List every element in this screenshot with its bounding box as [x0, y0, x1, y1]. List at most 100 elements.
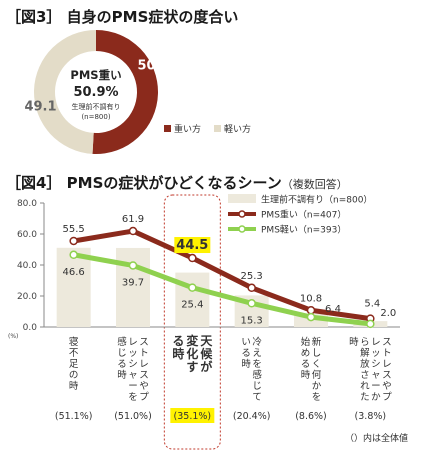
- category-label-5-char-5: プ: [382, 392, 392, 403]
- category-label-2-char-4: 化: [186, 346, 198, 361]
- donut-legend-swatch-0: [164, 125, 171, 132]
- category-label-4-char-0: 新: [312, 336, 322, 348]
- category-label-0-char-4: 時: [69, 381, 79, 392]
- category-label-5-char-15: さ: [360, 370, 370, 381]
- category-label-1-char-5: プ: [139, 392, 149, 403]
- y-tick-label-4: 80.0: [17, 199, 37, 209]
- category-label-5-char-2: レ: [382, 359, 392, 370]
- category-label-2-char-5: す: [186, 360, 198, 374]
- legend-label-2: PMS軽い（n=393）: [261, 225, 346, 236]
- donut-center-value: 50.9%: [73, 85, 118, 100]
- category-label-1-char-7: ッ: [128, 348, 138, 359]
- category-label-1-char-2: レ: [139, 359, 149, 370]
- legend-label-0: 生理前不調有り（n=800）: [261, 194, 372, 206]
- category-label-2-char-2: が: [200, 359, 212, 374]
- figure4-subtitle: （複数回答）: [281, 178, 348, 191]
- light-value-label-5: 2.0: [380, 308, 396, 319]
- heavy-value-label-2: 44.5: [176, 238, 208, 253]
- donut-slice-1: [34, 30, 96, 154]
- category-label-4-char-3: 何: [312, 369, 322, 381]
- category-label-1-char-3: ス: [139, 370, 149, 381]
- category-label-1-char-6: レ: [128, 337, 138, 348]
- category-label-3-char-5: て: [252, 392, 262, 403]
- series-point-1-1: [128, 226, 138, 236]
- overall-label-4: (8.6%): [295, 411, 327, 422]
- category-label-1-char-13: じ: [117, 348, 127, 359]
- figure3-title: ［図3］ 自身のPMS症状の度合い: [6, 8, 239, 26]
- category-label-4-char-9: 時: [301, 370, 311, 381]
- figure4-title: ［図4］ PMSの症状がひどくなるシーン（複数回答）: [6, 172, 348, 193]
- highlight-value-box: [174, 237, 211, 254]
- category-label-5-char-0: ス: [382, 337, 392, 348]
- category-label-1-char-0: ス: [139, 337, 149, 348]
- series-point-1-4: [306, 306, 316, 315]
- category-label-5-char-10: ー: [371, 381, 381, 392]
- category-label-3-char-0: 冷: [252, 336, 262, 348]
- category-label-5-char-11: か: [371, 392, 381, 403]
- category-label-3-char-6: い: [241, 337, 251, 348]
- category-label-1-char-14: る: [117, 359, 127, 370]
- category-label-3-char-7: る: [241, 348, 251, 359]
- y-tick-label-1: 20.0: [17, 292, 37, 302]
- heavy-value-label-0: 55.5: [63, 224, 85, 235]
- donut-slice-0: [92, 30, 159, 154]
- legend-marker-1: [238, 210, 246, 218]
- light-value-label-2: 25.4: [181, 300, 203, 311]
- category-label-3-char-3: 感: [252, 369, 262, 381]
- overall-label-3: (20.4%): [233, 411, 271, 422]
- category-label-3-char-2: を: [252, 359, 262, 370]
- category-label-0-char-0: 寝: [69, 336, 79, 348]
- category-label-1-char-15: 時: [117, 370, 127, 381]
- category-label-0-char-3: の: [69, 370, 79, 381]
- series-point-2-5: [366, 319, 375, 329]
- donut-center-sub: 生理前不調有り: [72, 102, 121, 111]
- category-label-0-char-1: 不: [69, 348, 79, 359]
- donut-legend-label-0: 重い方: [174, 123, 201, 135]
- series-point-2-1: [128, 261, 138, 270]
- category-label-5-char-1: ト: [382, 348, 392, 359]
- category-label-3-char-8: 時: [241, 359, 251, 370]
- category-label-5-char-3: ス: [382, 370, 392, 381]
- y-unit-label: (%): [8, 333, 18, 340]
- y-tick-label-0: 0.0: [23, 323, 38, 333]
- category-label-5-char-13: 解: [360, 347, 370, 359]
- category-label-3-char-1: え: [252, 348, 262, 359]
- series-point-2-2: [188, 283, 197, 292]
- category-label-5-char-9: ャ: [371, 370, 381, 381]
- donut-slice-label-0: 50.9: [137, 58, 169, 73]
- y-tick-label-2: 40.0: [17, 261, 37, 271]
- series-point-1-2: [188, 253, 197, 263]
- donut-center-label: PMS重い: [70, 68, 121, 82]
- category-label-1-char-4: や: [139, 381, 149, 392]
- category-label-0-char-2: 足: [69, 359, 79, 370]
- figure4-title-text: ［図4］ PMSの症状がひどくなるシーン: [6, 174, 282, 192]
- donut-slice-label-1: 49.1: [24, 100, 56, 115]
- category-label-1-char-12: 感: [117, 336, 127, 348]
- category-label-4-char-6: 始: [301, 336, 311, 348]
- category-label-5-char-6: レ: [371, 337, 381, 348]
- series-point-2-0: [69, 250, 78, 260]
- category-label-1-char-9: ャ: [128, 370, 138, 381]
- category-label-1-char-1: ト: [139, 348, 149, 359]
- category-label-2-char-0: 天: [200, 334, 213, 348]
- series-line-1: [73, 228, 371, 322]
- category-label-2-char-3: 変: [186, 333, 199, 348]
- donut-legend-swatch-1: [214, 125, 221, 132]
- heavy-value-label-4: 10.8: [300, 293, 322, 304]
- bar-0: [56, 247, 91, 327]
- heavy-value-label-1: 61.9: [122, 214, 144, 225]
- light-value-label-0: 46.6: [63, 267, 85, 278]
- legend-marker-2: [238, 225, 246, 233]
- donut-center-n: (n=800): [81, 113, 110, 121]
- series-point-2-4: [306, 312, 316, 322]
- category-label-5-char-7: ッ: [371, 348, 381, 359]
- category-label-5-char-16: れ: [360, 381, 370, 392]
- y-tick-label-3: 60.0: [17, 230, 37, 240]
- series-point-1-0: [69, 236, 78, 246]
- legend-label-1: PMS重い（n=407）: [261, 209, 346, 221]
- donut-legend-label-1: 軽い方: [224, 123, 251, 135]
- category-label-5-char-12: ら: [360, 337, 370, 348]
- highlight-overall-box: [170, 408, 215, 423]
- series-point-1-3: [247, 283, 256, 293]
- category-label-1-char-8: シ: [128, 359, 138, 370]
